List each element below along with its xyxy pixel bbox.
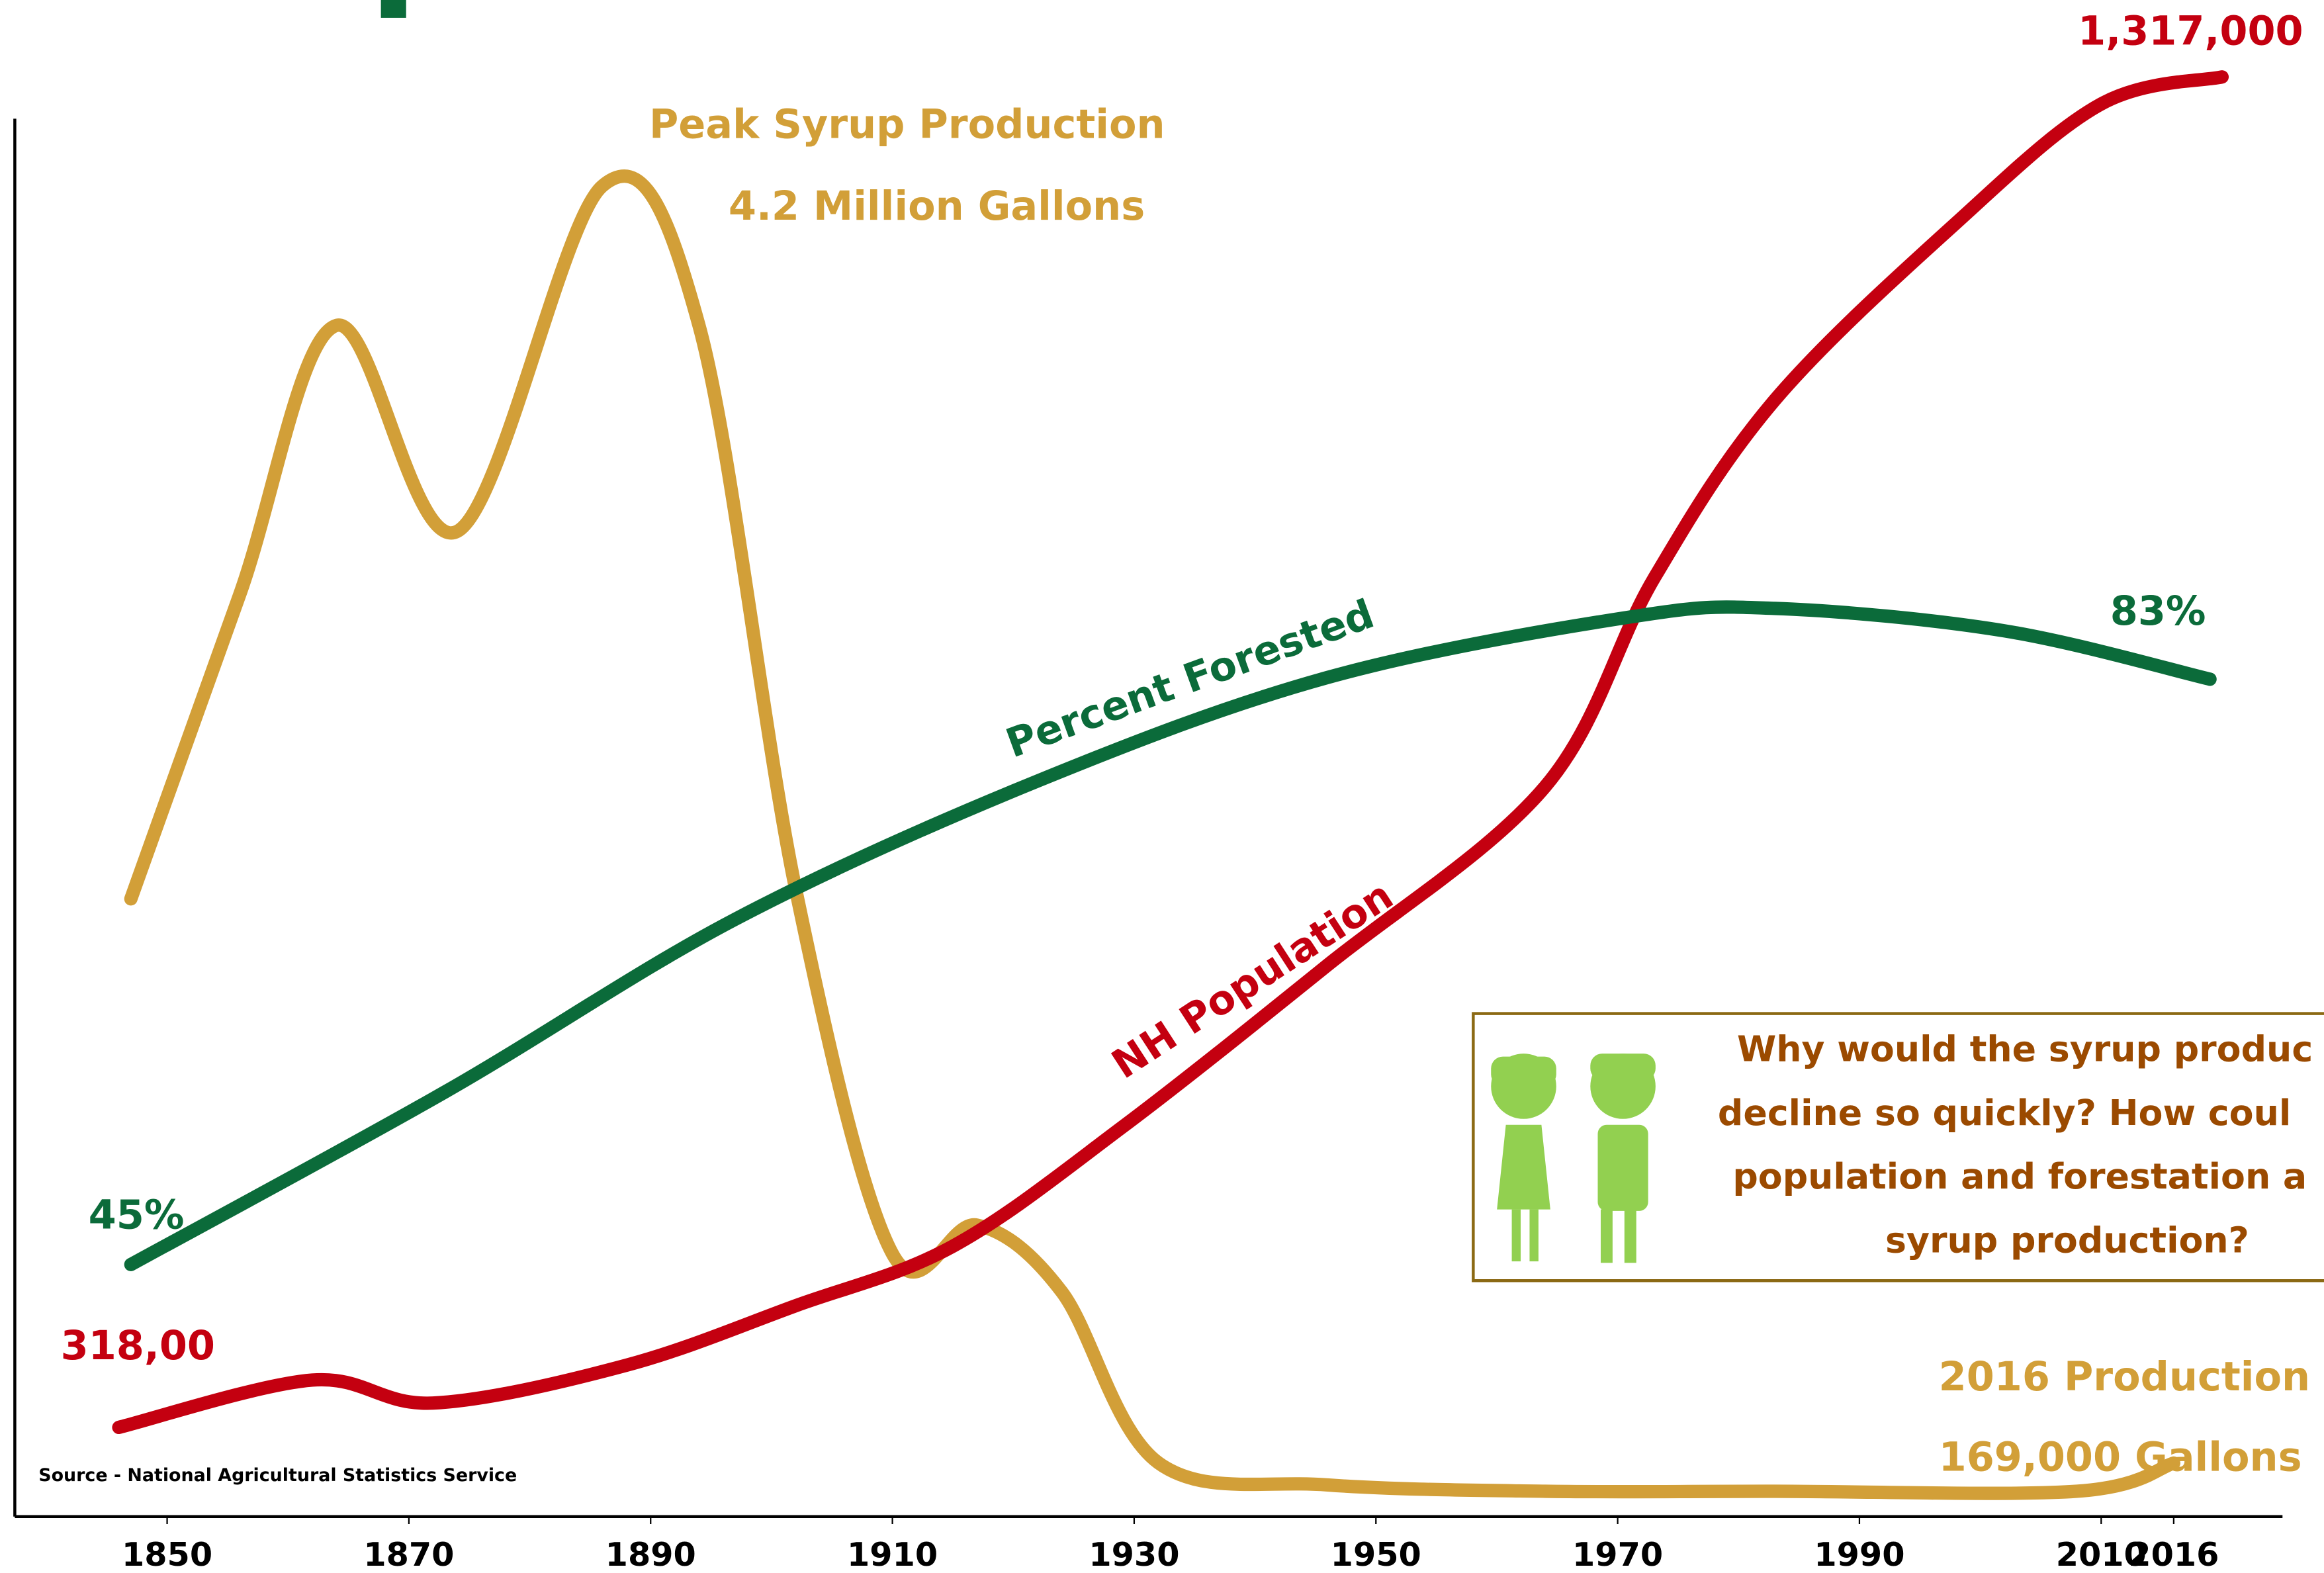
decoration: [381, 0, 406, 18]
annotation: 45%: [89, 1192, 185, 1239]
annotation: 4.2 Million Gallons: [729, 183, 1145, 230]
x-tick-label: 2016: [2128, 1535, 2219, 1573]
callout: Why would the syrup produc decline so qu…: [1473, 1014, 2324, 1281]
x-tick-label: 1850: [122, 1535, 212, 1573]
callout-line: decline so quickly? How coul: [1718, 1092, 2291, 1134]
callout-line: Why would the syrup produc: [1737, 1028, 2313, 1069]
callout-line: syrup production?: [1885, 1220, 2249, 1261]
annotation: 1,317,000: [2078, 8, 2303, 54]
annotation: 169,000 Gallons: [1939, 1434, 2302, 1480]
x-tick-label: 1870: [363, 1535, 454, 1573]
annotation: 83%: [2110, 588, 2206, 635]
x-tick-label: 1890: [605, 1535, 696, 1573]
annotation: Peak Syrup Production: [649, 102, 1165, 148]
x-tick-label: 1970: [1572, 1535, 1663, 1573]
kids-icon: [1491, 1054, 1656, 1263]
data-line: [131, 176, 2174, 1493]
x-tick-label: 1950: [1331, 1535, 1421, 1573]
x-tick-label: 1910: [847, 1535, 938, 1573]
callout-line: population and forestation a: [1732, 1155, 2307, 1197]
source: Source - National Agricultural Statistic…: [38, 1465, 517, 1486]
x-tick-label: 1990: [1814, 1535, 1904, 1573]
annotation: 2016 Production: [1939, 1354, 2310, 1400]
annotation: NH Population: [1104, 872, 1401, 1088]
annotation: 318,00: [61, 1323, 215, 1369]
x-tick-label: 1930: [1089, 1535, 1179, 1573]
chart: Source - National Agricultural Statistic…: [0, 0, 2324, 1573]
